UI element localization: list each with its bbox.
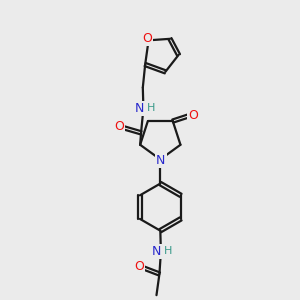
Text: N: N [152,245,161,258]
Text: O: O [188,109,198,122]
Text: O: O [142,32,152,45]
Text: N: N [156,154,166,166]
Text: N: N [135,102,145,115]
Text: O: O [134,260,144,273]
Text: H: H [164,246,172,256]
Text: O: O [114,120,124,134]
Text: H: H [147,103,155,113]
